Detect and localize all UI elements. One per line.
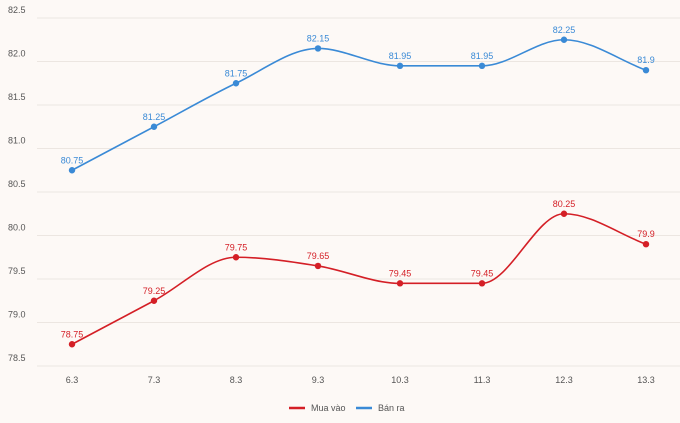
data-label: 81.25 [143, 112, 166, 122]
data-point[interactable] [232, 254, 240, 261]
data-point[interactable] [478, 280, 486, 287]
data-point[interactable] [68, 341, 76, 348]
y-tick-label: 82.0 [8, 49, 26, 59]
data-label: 80.25 [553, 199, 576, 209]
data-label: 80.75 [61, 155, 84, 165]
data-label: 81.95 [389, 51, 412, 61]
data-label: 81.75 [225, 68, 248, 78]
series-ban-ra: 80.75 81.25 81.75 82.15 81.95 81.95 82.25 81.9 [61, 25, 655, 174]
grid-lines [37, 17, 680, 367]
data-point[interactable] [642, 67, 650, 74]
data-label: 82.25 [553, 25, 576, 35]
y-tick-label: 81.5 [8, 92, 26, 102]
data-label: 79.65 [307, 251, 330, 261]
data-point[interactable] [560, 210, 568, 217]
data-label: 81.9 [637, 55, 655, 65]
data-point[interactable] [150, 123, 158, 130]
x-tick-label: 9.3 [312, 375, 325, 385]
data-point[interactable] [478, 62, 486, 70]
legend[interactable]: Mua vào Bán ra [289, 403, 405, 413]
data-point[interactable] [68, 167, 76, 174]
legend-item[interactable]: Mua vào [289, 403, 346, 413]
data-point[interactable] [232, 80, 240, 87]
data-point[interactable] [396, 280, 404, 287]
data-label: 81.95 [471, 51, 494, 61]
data-label: 79.45 [389, 268, 412, 278]
y-tick-label: 79.0 [8, 310, 26, 320]
series-line [71, 212, 647, 345]
y-tick-label: 79.5 [8, 266, 26, 276]
data-point[interactable] [150, 297, 158, 304]
x-tick-label: 10.3 [391, 375, 409, 385]
data-label: 79.9 [637, 229, 655, 239]
series-line [71, 38, 647, 171]
legend-label: Bán ra [378, 403, 405, 413]
y-tick-label: 82.5 [8, 5, 26, 15]
x-tick-label: 7.3 [148, 375, 161, 385]
x-tick-label: 13.3 [637, 375, 655, 385]
data-point[interactable] [396, 62, 404, 70]
x-tick-label: 8.3 [230, 375, 243, 385]
series-lines: 80.75 81.25 81.75 82.15 81.95 81.95 82.25 81.9 7… [61, 25, 655, 348]
y-tick-label: 80.0 [8, 223, 26, 233]
data-label: 79.25 [143, 286, 166, 296]
legend-label: Mua vào [311, 403, 346, 413]
legend-item[interactable]: Bán ra [356, 403, 405, 413]
x-axis: 6.3 7.3 8.3 9.3 10.3 11.3 12.3 13.3 [66, 375, 655, 385]
y-tick-label: 81.0 [8, 136, 26, 146]
series-mua-vao: 78.75 79.25 79.75 79.65 79.45 79.45 80.25 79.9 [61, 199, 655, 348]
y-tick-label: 80.5 [8, 179, 26, 189]
y-tick-label: 78.5 [8, 353, 26, 363]
data-label: 79.45 [471, 268, 494, 278]
data-label: 78.75 [61, 329, 84, 339]
data-point[interactable] [560, 36, 568, 43]
x-tick-label: 6.3 [66, 375, 79, 385]
data-label: 79.75 [225, 242, 248, 252]
x-tick-label: 12.3 [555, 375, 573, 385]
data-label: 82.15 [307, 33, 330, 43]
data-point[interactable] [314, 45, 322, 52]
x-tick-label: 11.3 [474, 375, 491, 385]
data-point[interactable] [314, 262, 322, 270]
y-axis: 78.5 79.0 79.5 80.0 80.5 81.0 81.5 82.0 82.5 [8, 5, 26, 363]
data-point[interactable] [642, 241, 650, 248]
